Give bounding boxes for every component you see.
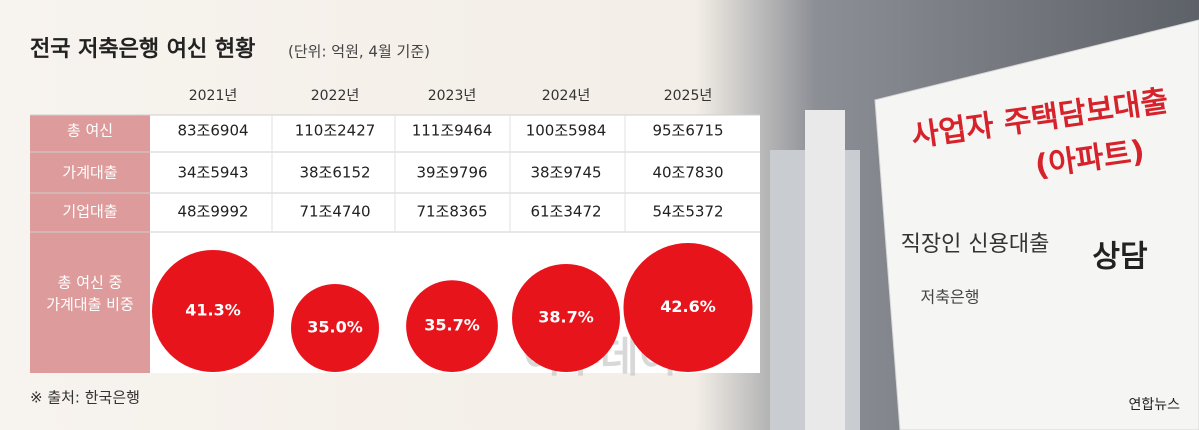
table-cell: 34조5943	[177, 164, 248, 182]
title: 전국 저축은행 여신 현황	[30, 37, 255, 62]
ratio-bubble	[512, 264, 620, 373]
column-header: 2021년	[189, 88, 238, 104]
ratio-bubble	[291, 284, 379, 372]
table-cell: 38조6152	[299, 164, 370, 182]
photo-sign-text: 상담	[1092, 240, 1148, 275]
table-cell: 95조6715	[652, 122, 723, 140]
table-cell: 48조9992	[177, 203, 248, 221]
ratio-value-label: 42.6%	[660, 297, 716, 316]
table-cell: 71조4740	[299, 203, 370, 221]
table-cell: 61조3472	[530, 203, 601, 221]
ratio-bubble	[623, 242, 753, 372]
ratio-value-label: 41.3%	[185, 300, 241, 319]
ratio-value-label: 35.0%	[307, 318, 363, 337]
column-header: 2023년	[428, 88, 477, 104]
table-cell: 110조2427	[295, 122, 376, 140]
photo-sign-text: 저축은행	[921, 288, 980, 307]
table-cell: 111조9464	[412, 122, 493, 140]
source: ※ 출처: 한국은행	[30, 389, 140, 407]
table-cell: 39조9796	[416, 164, 487, 182]
ratio-value-label: 38.7%	[538, 308, 594, 327]
ratio-bubble	[406, 280, 498, 372]
table-cell: 54조5372	[652, 203, 723, 221]
row-label: 기업대출	[62, 203, 117, 221]
table-cell: 83조6904	[177, 122, 248, 140]
photo-sign-board	[874, 19, 1199, 430]
photo-sign-post	[805, 110, 845, 430]
row-label: 가계대출	[62, 164, 117, 182]
ratio-value-label: 35.7%	[424, 316, 480, 335]
table-cell: 71조8365	[416, 203, 487, 221]
ratio-label: 가계대출 비중	[46, 296, 134, 314]
table-cell: 40조7830	[652, 164, 723, 182]
row-label-column	[30, 115, 150, 373]
ratio-label: 총 여신 중	[58, 274, 123, 292]
row-label: 총 여신	[67, 122, 113, 140]
table-cell: 38조9745	[530, 164, 601, 182]
ratio-bubble	[151, 249, 275, 372]
table-cell: 100조5984	[526, 122, 607, 140]
photo-sign-text: 직장인 신용대출	[901, 232, 1050, 257]
credit: 연합뉴스	[1128, 397, 1180, 413]
column-header: 2024년	[542, 88, 591, 104]
column-header: 2022년	[311, 88, 360, 104]
unit: (단위: 억원, 4월 기준)	[288, 43, 430, 61]
column-header: 2025년	[664, 88, 713, 104]
